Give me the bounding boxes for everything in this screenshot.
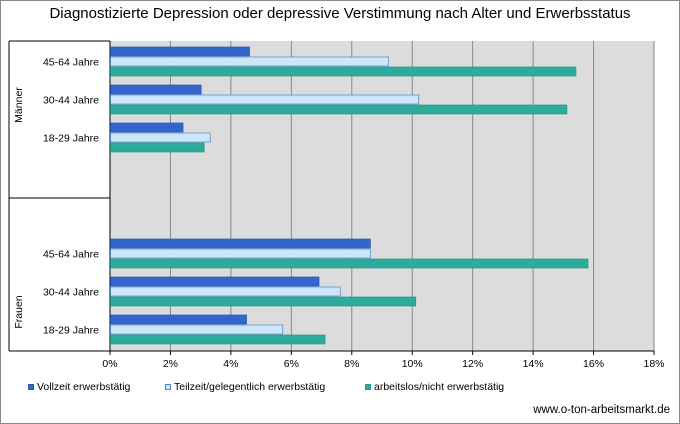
legend-swatch <box>365 384 371 390</box>
bar <box>110 324 284 335</box>
x-tick-label: 4% <box>223 358 238 370</box>
y-category-label: 30-44 Jahre <box>43 287 99 299</box>
legend-label: Teilzeit/gelegentlich erwerbstätig <box>174 381 326 393</box>
bar <box>110 56 389 67</box>
x-tick-label: 12% <box>462 358 483 370</box>
bar <box>110 94 420 105</box>
legend: Vollzeit erwerbstätig Teilzeit/gelegentli… <box>0 381 680 399</box>
legend-label: arbeitslos/nicht erwerbstätig <box>374 381 505 393</box>
bar <box>110 334 326 345</box>
y-category-label: 45-64 Jahre <box>43 249 99 261</box>
legend-item: Teilzeit/gelegentlich erwerbstätig <box>165 381 325 393</box>
group-label: Frauen <box>13 295 25 328</box>
bar <box>110 104 568 115</box>
x-tick-label: 2% <box>163 358 178 370</box>
group-label: Männer <box>13 87 25 123</box>
chart-title: Diagnostizierte Depression oder depressi… <box>49 5 631 22</box>
bar <box>110 122 184 133</box>
bar <box>110 296 417 307</box>
bar <box>110 46 250 57</box>
legend-label: Vollzeit erwerbstätig <box>37 381 131 393</box>
x-tick-label: 18% <box>643 358 664 370</box>
x-tick-label: 6% <box>284 358 299 370</box>
y-category-label: 18-29 Jahre <box>43 133 99 145</box>
bar <box>110 286 341 297</box>
bar <box>110 142 205 153</box>
x-tick-label: 14% <box>523 358 544 370</box>
x-tick-label: 0% <box>102 358 117 370</box>
bar <box>110 276 320 287</box>
bar <box>110 132 211 143</box>
legend-item: arbeitslos/nicht erwerbstätig <box>365 381 504 393</box>
legend-swatch <box>165 384 171 390</box>
bar <box>110 314 247 325</box>
x-tick-label: 16% <box>583 358 604 370</box>
y-category-label: 18-29 Jahre <box>43 325 99 337</box>
y-category-label: 30-44 Jahre <box>43 95 99 107</box>
bar <box>110 248 371 259</box>
x-tick-label: 8% <box>344 358 359 370</box>
x-tick-label: 10% <box>402 358 423 370</box>
bar <box>110 258 589 269</box>
source-url: www.o-ton-arbeitsmarkt.de <box>533 404 670 416</box>
bar <box>110 84 202 95</box>
bar <box>110 66 577 77</box>
legend-swatch <box>28 384 34 390</box>
legend-item: Vollzeit erwerbstätig <box>28 381 130 393</box>
bar <box>110 238 371 249</box>
y-category-label: 45-64 Jahre <box>43 57 99 69</box>
